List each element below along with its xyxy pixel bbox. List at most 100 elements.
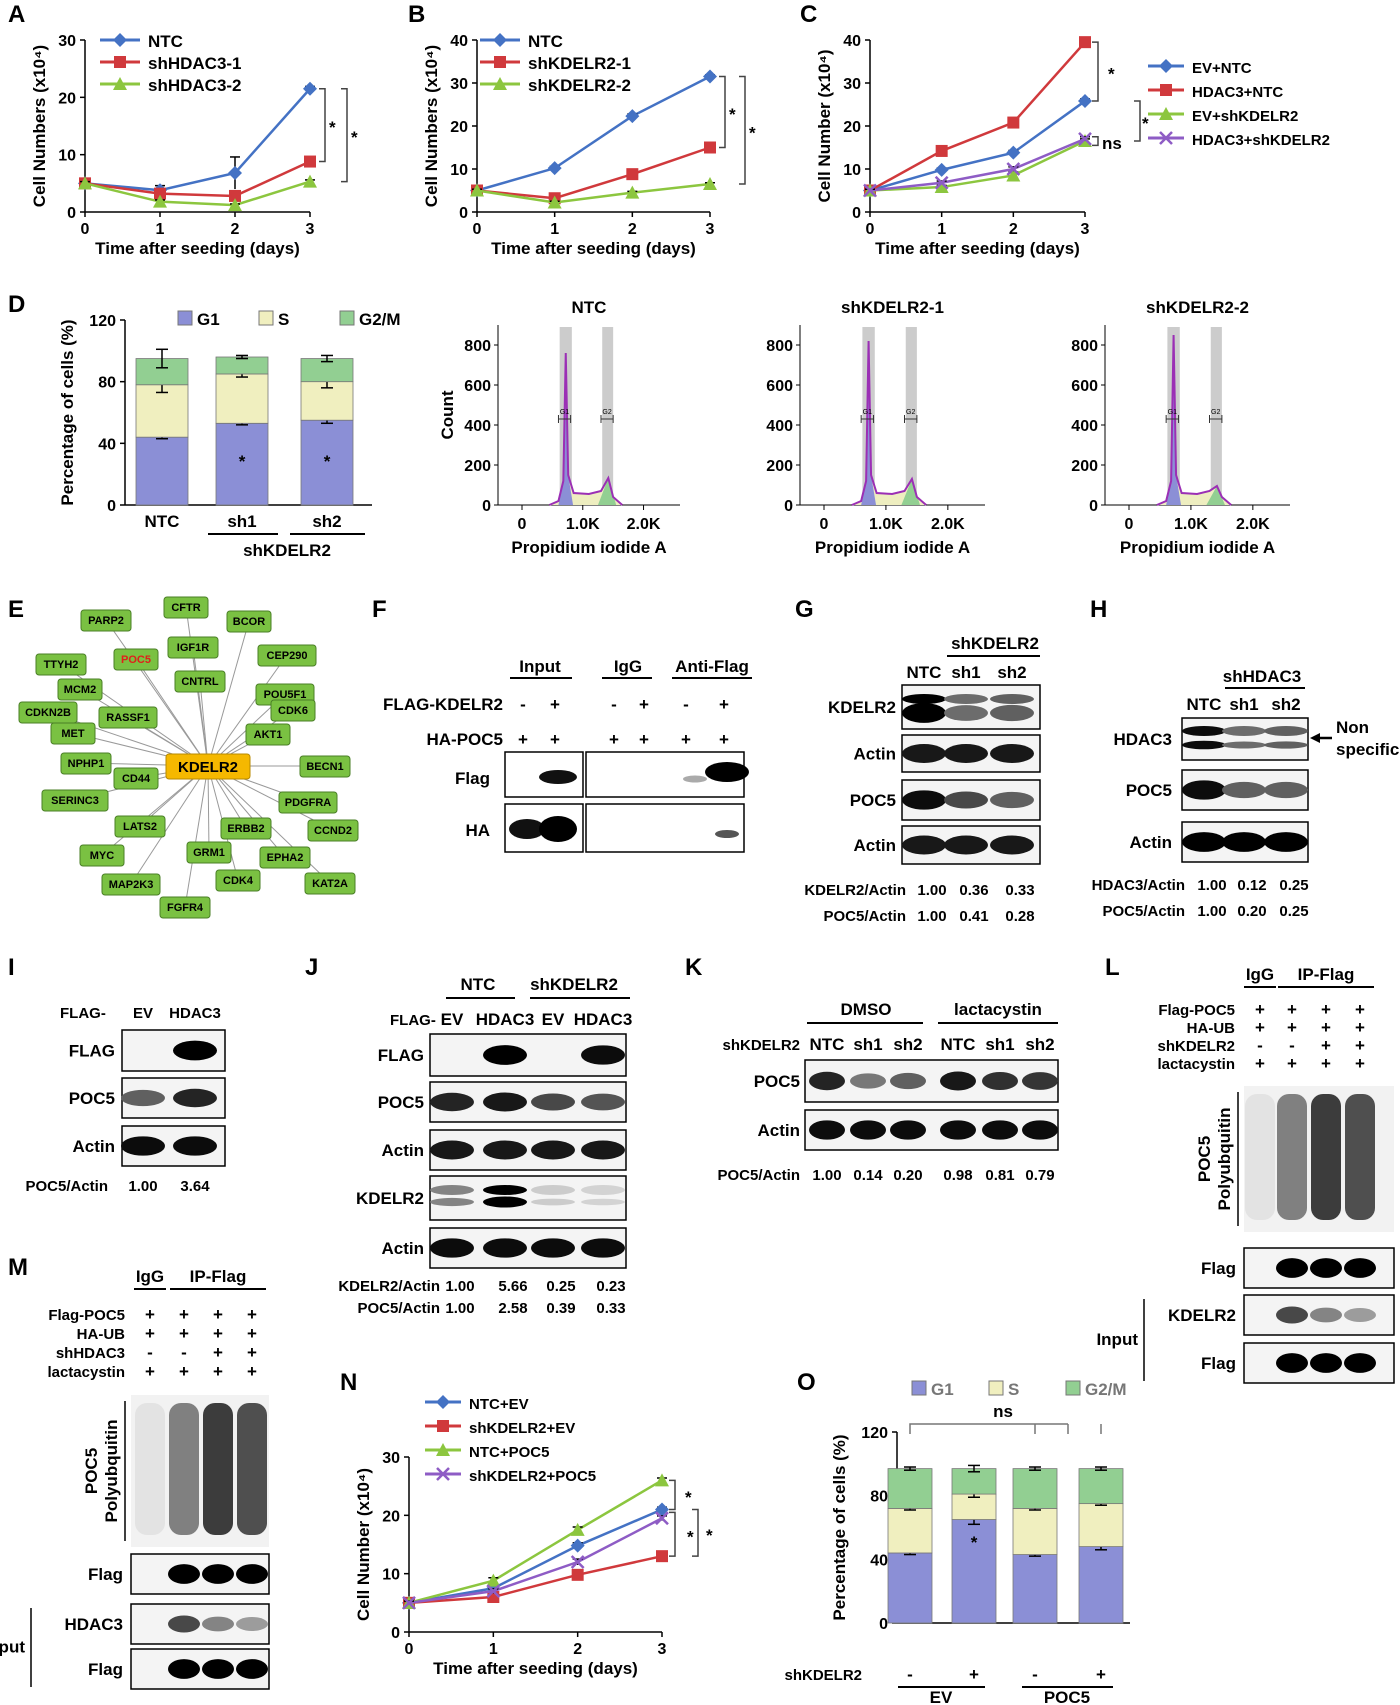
x-tick-label: 1.0K [566, 516, 600, 533]
significance-mark: * [729, 105, 736, 124]
interaction-network: PARP2 CFTR BCOR TTYH2 POC5 IGF1R CEP290 MCM2 CNT… [18, 596, 359, 919]
legend-marker [437, 1420, 449, 1432]
series-line [869, 100, 1086, 192]
blot-label: HDAC3 [1113, 730, 1172, 749]
legend-label: S [1008, 1380, 1019, 1399]
quant-value: 0.79 [1025, 1167, 1054, 1184]
data-point [304, 155, 316, 168]
significance-mark: * [1142, 114, 1149, 133]
lane-label: sh2 [997, 663, 1026, 682]
panel-letter-b: B [408, 1, 425, 28]
data-point [228, 166, 242, 181]
x-tick-label: 2.0K [1236, 516, 1270, 533]
data-point [934, 175, 949, 190]
chart-d: 0 40 80 120 Percentage of cells (%) G1 S G2/M NT… [58, 310, 401, 560]
lane-label: HDAC3 [169, 1005, 221, 1022]
legend-label: S [278, 310, 289, 329]
y-axis-label: Count [438, 390, 457, 439]
bar-segment [1012, 1508, 1058, 1555]
quant-value: 0.12 [1237, 877, 1266, 894]
quant-value: 3.64 [180, 1178, 210, 1195]
significance-mark: * [687, 1527, 694, 1546]
data-point [229, 189, 241, 202]
band [173, 1136, 217, 1156]
sign: + [1355, 1054, 1365, 1073]
y-tick-label: 40 [870, 1552, 888, 1569]
ubiquitin-smear [135, 1403, 165, 1535]
sign: + [213, 1305, 223, 1324]
data-point [570, 1522, 585, 1536]
band [990, 835, 1034, 855]
nonspecific-label: specific [1336, 740, 1399, 759]
network-node: CD44 [113, 767, 159, 790]
network-node: CEP290 [257, 644, 317, 667]
band [430, 1197, 474, 1207]
panel-letter-a: A [8, 1, 25, 28]
blot-label: KDELR2 [1168, 1306, 1236, 1325]
data-point [1078, 94, 1092, 109]
sign: + [1355, 1000, 1365, 1019]
band [581, 1093, 625, 1111]
group-label-anti-flag: Anti-Flag [675, 657, 749, 676]
band [1276, 1353, 1308, 1373]
chart-o: 0 40 80 120 Percentage of cells (%) G1 S G2/M sh… [784, 1380, 1130, 1705]
network-node: RASSF1 [98, 706, 158, 729]
x-tick-label: 0 [866, 221, 875, 238]
y-tick-label: 800 [464, 338, 491, 355]
data-point [154, 187, 166, 200]
band [902, 835, 946, 855]
sign: + [1255, 1000, 1265, 1019]
network-node: PARP2 [80, 609, 132, 632]
blot: Actin [758, 1109, 1059, 1151]
band [430, 1238, 474, 1258]
y-tick-label: 0 [107, 498, 116, 515]
quant-value: 1.00 [445, 1300, 474, 1317]
blot-label: POC5 [69, 1089, 115, 1108]
band [809, 1120, 845, 1140]
x-axis-label: Time after seeding (days) [875, 239, 1080, 258]
y-tick-label: 80 [870, 1489, 888, 1506]
quant-value: 0.98 [943, 1167, 972, 1184]
data-point [547, 195, 562, 209]
data-point [228, 198, 242, 212]
blot: POC5 [1126, 769, 1309, 811]
gate-label: G1 [863, 409, 872, 416]
row-label: lactacystin [1157, 1056, 1235, 1073]
band [173, 1088, 217, 1108]
sign: + [247, 1324, 257, 1343]
y-tick-label: 600 [1071, 378, 1098, 395]
quant-value: 0.25 [1279, 877, 1308, 894]
legend-label: shKDELR2+POC5 [469, 1468, 596, 1485]
node-label: BCOR [233, 616, 265, 628]
bar-segment [1012, 1554, 1058, 1624]
band [483, 1196, 527, 1208]
group-label: shKDELR2 [243, 541, 331, 560]
x-axis-label: Propidium iodide A [815, 538, 970, 557]
band [168, 1564, 200, 1584]
network-node: MCM2 [57, 678, 103, 701]
band [1182, 832, 1226, 852]
band [483, 1045, 527, 1065]
quant-value: 1.00 [917, 908, 946, 925]
band [809, 1071, 845, 1091]
data-point [625, 185, 640, 199]
legend-swatch [177, 310, 193, 326]
sign: + [145, 1362, 155, 1381]
quant-label: HDAC3/Actin [1092, 877, 1185, 894]
band [1344, 1258, 1376, 1278]
band [944, 744, 988, 763]
blot-label: Actin [854, 745, 897, 764]
legend-label: shKDELR2+EV [469, 1420, 575, 1437]
band [236, 1659, 268, 1679]
network-node: FGFR4 [159, 896, 211, 919]
y-tick-label: 20 [58, 90, 76, 107]
x-tick-label: 1 [937, 221, 946, 238]
group-label: IP-Flag [190, 1267, 247, 1286]
node-label: CD44 [122, 773, 151, 785]
data-point [625, 109, 640, 124]
group-label-input: Input [519, 657, 561, 676]
blot: Actin [382, 1227, 627, 1269]
sign: + [609, 730, 619, 749]
sign: - [1257, 1036, 1263, 1055]
